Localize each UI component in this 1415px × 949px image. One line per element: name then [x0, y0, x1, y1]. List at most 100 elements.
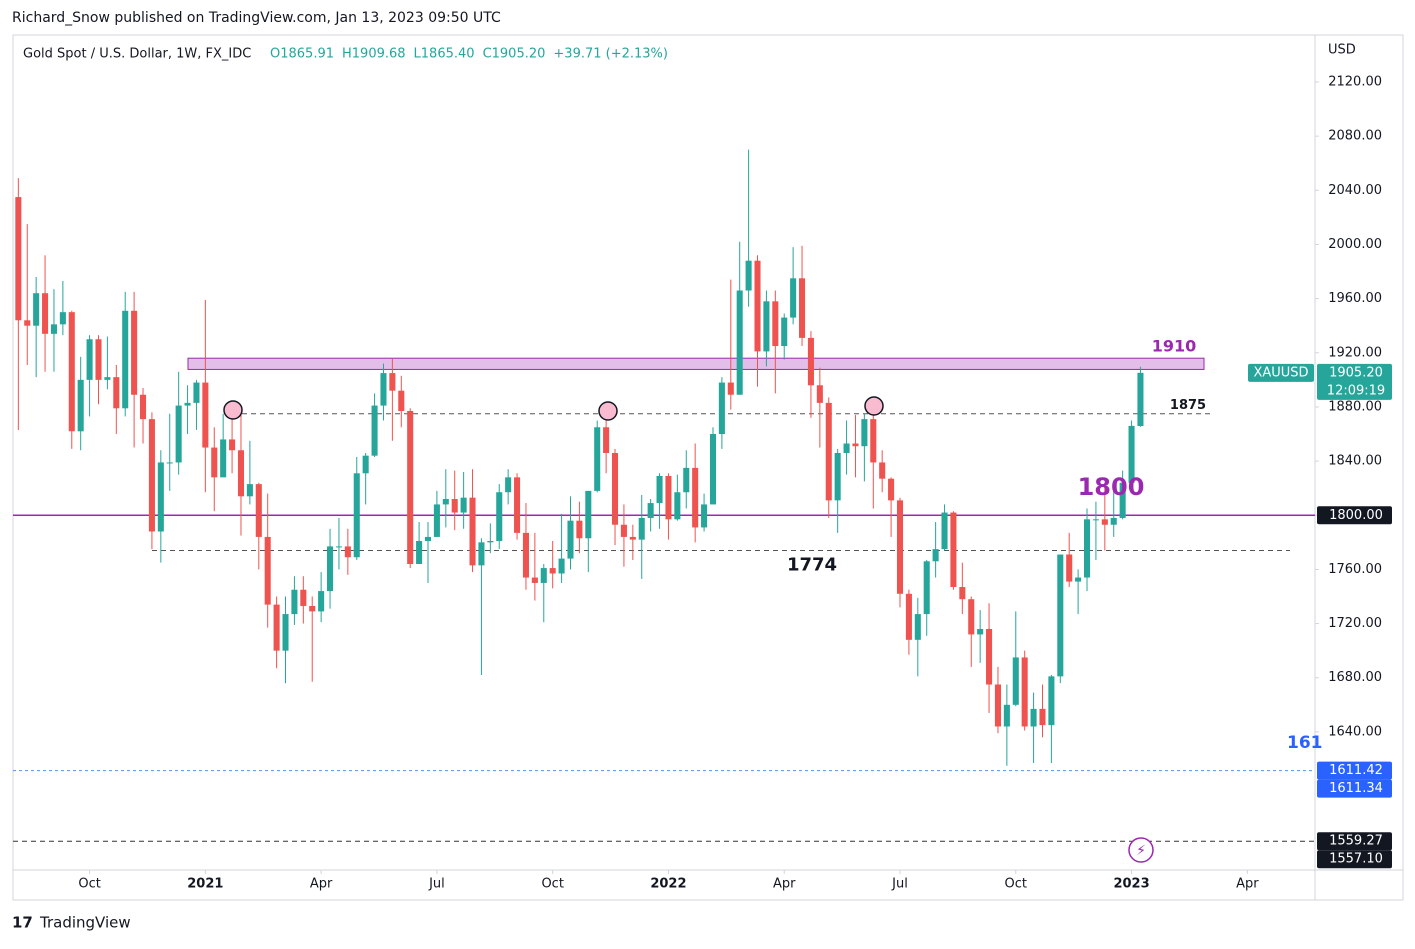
candle-body — [505, 477, 512, 493]
candle-body — [1092, 519, 1099, 521]
candle-body — [683, 467, 690, 493]
candle-body — [211, 447, 218, 478]
y-tick-label: 1720.00 — [1328, 616, 1382, 631]
x-tick-label: Jul — [428, 877, 445, 892]
candle-body — [95, 339, 102, 380]
y-tick-label: 1920.00 — [1328, 345, 1382, 360]
candle-body — [353, 473, 360, 558]
candle-body — [603, 427, 610, 453]
candle-body — [442, 499, 449, 505]
candle-body — [772, 301, 779, 347]
candle-body — [567, 520, 574, 559]
candle-body — [540, 568, 547, 583]
y-tick-label: 1680.00 — [1328, 670, 1382, 685]
candle-body — [291, 589, 298, 615]
candle-body — [157, 462, 164, 532]
candle-body — [175, 405, 182, 463]
candle-body — [424, 536, 432, 541]
candle-body — [834, 452, 841, 501]
candle-body — [870, 419, 877, 463]
candle-body — [220, 439, 227, 478]
candle-body — [496, 492, 503, 541]
candle-body — [709, 434, 717, 505]
candle-body — [994, 684, 1001, 727]
candle-body — [941, 512, 948, 550]
candle-body — [514, 477, 521, 533]
candle-body — [1039, 708, 1046, 726]
x-tick-label: 2021 — [187, 877, 223, 892]
x-tick-label: 2022 — [650, 877, 686, 892]
price-tag — [1317, 761, 1392, 780]
symbol-tag-label: XAUUSD — [1253, 365, 1308, 380]
candle-body — [852, 443, 859, 447]
price-tag — [1317, 832, 1392, 851]
candle-body — [531, 577, 538, 583]
candle-body — [959, 587, 966, 600]
candle-body — [701, 504, 708, 528]
y-tick-label: 1640.00 — [1328, 724, 1382, 739]
symbol-title: Gold Spot / U.S. Dollar, 1W, FX_IDC — [23, 47, 251, 62]
candle-body — [451, 499, 458, 513]
candle-body — [139, 394, 147, 420]
candle-body — [68, 312, 75, 432]
candle-body — [122, 310, 129, 409]
candle-body — [1101, 519, 1108, 525]
candle-body — [620, 524, 627, 537]
candle-body — [585, 490, 592, 539]
x-tick-label: 2023 — [1113, 877, 1149, 892]
price-tag — [1317, 779, 1392, 798]
alert-icon[interactable] — [1128, 837, 1154, 863]
candle-body — [487, 540, 494, 543]
level-label: 1875 — [1170, 398, 1206, 413]
candle-body — [202, 382, 209, 448]
candle-body — [1110, 517, 1117, 525]
resistance-zone — [187, 357, 1205, 370]
candle-body — [59, 312, 66, 325]
candle-body — [879, 462, 886, 479]
last-price-tag — [1317, 363, 1392, 400]
candle-body — [460, 497, 467, 513]
candle-body — [914, 614, 921, 640]
candle-body — [718, 382, 725, 435]
ohlc-label: O1865.91 — [270, 47, 334, 62]
candle-body — [896, 500, 904, 594]
level-label: 1774 — [787, 554, 837, 575]
candle-body — [24, 320, 31, 326]
candle-body — [407, 411, 414, 565]
candle-body — [923, 561, 930, 615]
price-tag-label: 1611.42 — [1329, 763, 1383, 778]
candle-body — [469, 497, 476, 566]
candle-body — [300, 589, 307, 606]
candle-body — [273, 604, 280, 651]
candle-body — [807, 337, 814, 386]
candle-body — [335, 546, 342, 548]
annotation-161: 161 — [1287, 733, 1323, 753]
candle-body — [184, 402, 191, 406]
symbol-tag — [1248, 363, 1314, 382]
candle-body — [1003, 704, 1010, 727]
candle-body — [638, 517, 645, 540]
candle-body — [1048, 676, 1055, 726]
candle-body — [968, 599, 975, 635]
logo: 17 — [12, 914, 33, 932]
candle-body — [843, 443, 850, 453]
y-tick-label: 1840.00 — [1328, 454, 1382, 469]
candle-body — [629, 536, 636, 540]
candle-body — [986, 628, 993, 685]
candle-body — [398, 390, 405, 412]
candle-body — [344, 546, 351, 558]
candle-body — [1137, 372, 1144, 427]
x-tick-label: Apr — [1236, 877, 1259, 892]
candle-body — [1066, 554, 1073, 582]
candle-body — [799, 278, 806, 338]
candle-body — [327, 546, 334, 592]
ohlc-label: L1865.40 — [414, 47, 475, 62]
marker-circle — [223, 400, 243, 420]
price-tag — [1317, 506, 1392, 525]
candle-body — [754, 260, 761, 352]
candle-body — [77, 379, 84, 432]
candle-body — [656, 475, 663, 504]
y-tick-label: 2120.00 — [1328, 74, 1382, 89]
candle-body — [193, 382, 200, 403]
